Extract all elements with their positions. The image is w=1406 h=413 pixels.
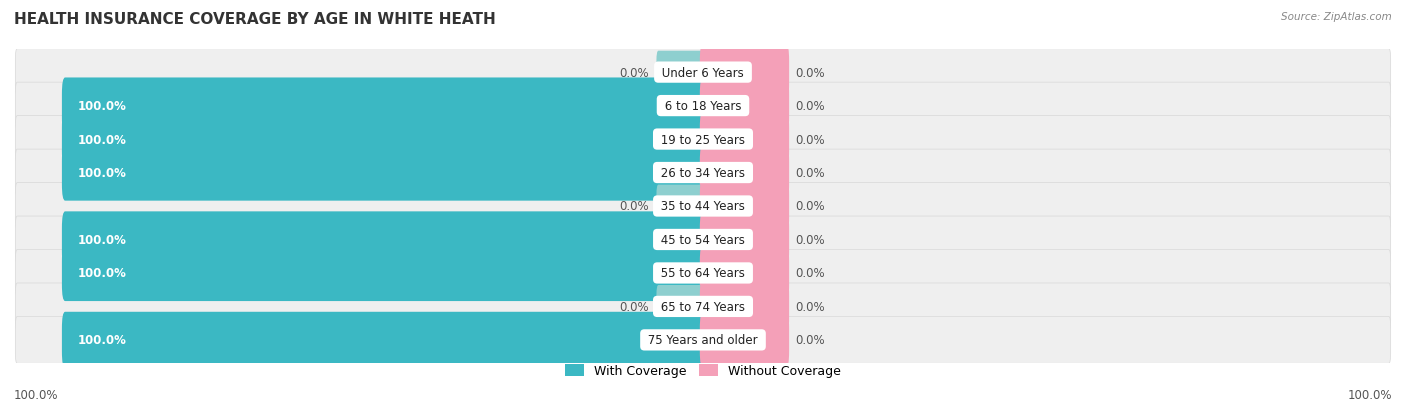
Text: HEALTH INSURANCE COVERAGE BY AGE IN WHITE HEATH: HEALTH INSURANCE COVERAGE BY AGE IN WHIT… [14,12,496,27]
Text: 100.0%: 100.0% [14,388,59,401]
Text: 45 to 54 Years: 45 to 54 Years [657,233,749,247]
FancyBboxPatch shape [15,317,1391,363]
Text: 100.0%: 100.0% [77,233,127,247]
Text: 0.0%: 0.0% [796,166,825,180]
FancyBboxPatch shape [62,312,706,368]
Text: 0.0%: 0.0% [796,267,825,280]
FancyBboxPatch shape [15,283,1391,330]
FancyBboxPatch shape [62,145,706,201]
Text: 75 Years and older: 75 Years and older [644,334,762,347]
Text: 0.0%: 0.0% [796,133,825,146]
Text: 100.0%: 100.0% [77,133,127,146]
FancyBboxPatch shape [700,279,789,335]
FancyBboxPatch shape [700,45,789,101]
Text: 100.0%: 100.0% [77,100,127,113]
FancyBboxPatch shape [15,216,1391,263]
FancyBboxPatch shape [700,212,789,268]
FancyBboxPatch shape [657,285,704,328]
Text: 0.0%: 0.0% [619,300,648,313]
FancyBboxPatch shape [700,78,789,134]
FancyBboxPatch shape [700,178,789,235]
Text: 0.0%: 0.0% [796,100,825,113]
FancyBboxPatch shape [62,112,706,168]
Text: 0.0%: 0.0% [619,200,648,213]
FancyBboxPatch shape [62,78,706,134]
FancyBboxPatch shape [700,145,789,201]
Text: 0.0%: 0.0% [796,66,825,79]
Text: 100.0%: 100.0% [1347,388,1392,401]
FancyBboxPatch shape [62,212,706,268]
FancyBboxPatch shape [15,83,1391,130]
Text: 100.0%: 100.0% [77,334,127,347]
FancyBboxPatch shape [15,150,1391,197]
Text: 0.0%: 0.0% [796,233,825,247]
Text: 0.0%: 0.0% [796,300,825,313]
FancyBboxPatch shape [15,183,1391,230]
Text: 0.0%: 0.0% [796,334,825,347]
Legend: With Coverage, Without Coverage: With Coverage, Without Coverage [561,359,845,382]
Text: 100.0%: 100.0% [77,166,127,180]
FancyBboxPatch shape [657,185,704,228]
FancyBboxPatch shape [657,52,704,94]
Text: 100.0%: 100.0% [77,267,127,280]
FancyBboxPatch shape [15,250,1391,297]
FancyBboxPatch shape [700,312,789,368]
Text: Under 6 Years: Under 6 Years [658,66,748,79]
Text: 35 to 44 Years: 35 to 44 Years [657,200,749,213]
FancyBboxPatch shape [62,245,706,301]
Text: 65 to 74 Years: 65 to 74 Years [657,300,749,313]
Text: 19 to 25 Years: 19 to 25 Years [657,133,749,146]
FancyBboxPatch shape [15,50,1391,96]
Text: 6 to 18 Years: 6 to 18 Years [661,100,745,113]
Text: 0.0%: 0.0% [796,200,825,213]
Text: 26 to 34 Years: 26 to 34 Years [657,166,749,180]
FancyBboxPatch shape [15,116,1391,163]
FancyBboxPatch shape [700,245,789,301]
FancyBboxPatch shape [700,112,789,168]
Text: 0.0%: 0.0% [619,66,648,79]
Text: Source: ZipAtlas.com: Source: ZipAtlas.com [1281,12,1392,22]
Text: 55 to 64 Years: 55 to 64 Years [657,267,749,280]
